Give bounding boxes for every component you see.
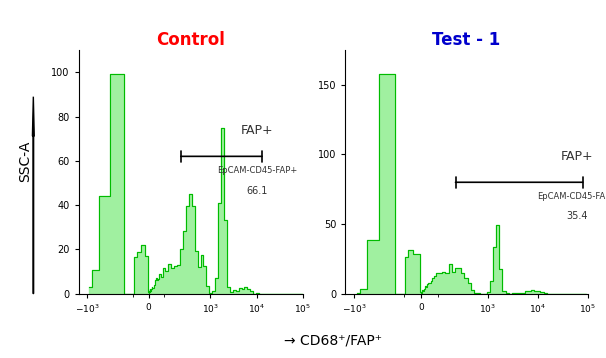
- Text: 66.1: 66.1: [246, 185, 268, 195]
- Text: FAP+: FAP+: [561, 150, 593, 163]
- Text: EpCAM-CD45-FAP+: EpCAM-CD45-FAP+: [537, 192, 606, 201]
- Text: FAP+: FAP+: [241, 124, 273, 137]
- Title: Control: Control: [156, 30, 225, 49]
- Title: Test - 1: Test - 1: [433, 30, 501, 49]
- Text: 35.4: 35.4: [566, 212, 587, 222]
- Text: → CD68⁺/FAP⁺: → CD68⁺/FAP⁺: [284, 333, 382, 347]
- Text: SSC-A: SSC-A: [18, 140, 32, 182]
- Text: EpCAM-CD45-FAP+: EpCAM-CD45-FAP+: [217, 166, 297, 175]
